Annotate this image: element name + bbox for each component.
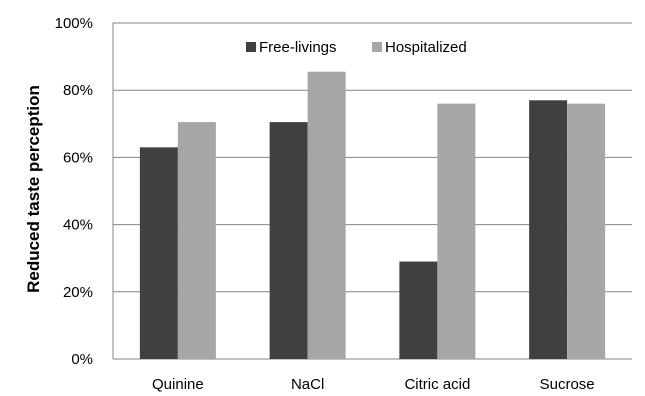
y-tick-label: 100% xyxy=(55,15,93,32)
y-tick-label: 0% xyxy=(71,351,93,368)
category-label: Quinine xyxy=(152,376,204,393)
legend-swatch xyxy=(246,42,256,52)
bar-free-livings-citric-acid xyxy=(399,261,438,359)
bar-hospitalized-quinine xyxy=(177,122,216,360)
bar-free-livings-quinine xyxy=(139,147,178,359)
y-axis-label: Reduced taste perception xyxy=(24,85,43,293)
bar-hospitalized-nacl xyxy=(307,71,346,359)
category-label: Sucrose xyxy=(540,376,595,393)
legend-swatch xyxy=(372,42,382,52)
y-tick-label: 60% xyxy=(63,149,93,166)
y-tick-label: 80% xyxy=(63,82,93,99)
y-tick-label: 40% xyxy=(63,217,93,234)
category-label: NaCl xyxy=(291,376,324,393)
legend-label: Hospitalized xyxy=(385,39,467,56)
y-tick-label: 20% xyxy=(63,284,93,301)
bar-free-livings-sucrose xyxy=(529,100,568,359)
bar-free-livings-nacl xyxy=(269,122,308,360)
legend: Free-livings Hospitalized xyxy=(246,39,467,56)
legend-label: Free-livings xyxy=(259,39,337,56)
bars xyxy=(139,71,606,360)
category-labels: Quinine NaCl Citric acid Sucrose xyxy=(152,376,595,393)
y-tick-labels: 0% 20% 40% 60% 80% 100% xyxy=(55,15,93,368)
category-label: Citric acid xyxy=(404,376,470,393)
bar-hospitalized-citric-acid xyxy=(437,103,476,359)
bar-hospitalized-sucrose xyxy=(567,103,606,359)
